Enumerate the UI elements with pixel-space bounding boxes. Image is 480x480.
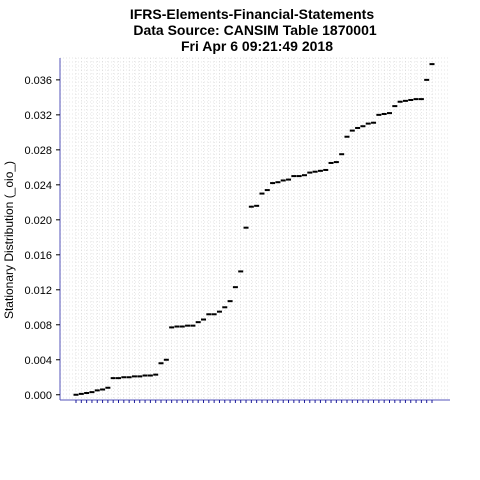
data-point [333,161,339,164]
data-point [344,135,350,138]
data-point [142,374,148,377]
y-tick-label: 0.000 [24,390,52,402]
y-tick-label: 0.012 [24,285,52,297]
data-point [211,313,217,316]
data-point [227,300,233,303]
data-point [355,126,361,129]
data-point [131,375,137,378]
data-point [232,286,238,289]
data-point [116,377,122,380]
data-point [78,392,84,395]
data-point [397,100,403,103]
data-point [73,393,79,396]
y-tick-label: 0.016 [24,250,52,262]
data-point [147,374,153,377]
data-point [392,105,398,108]
data-point [121,376,127,379]
chart-subtitle-source: Data Source: CANSIM Table 1870001 [133,22,376,38]
data-point [259,192,265,195]
data-point [222,306,228,309]
y-tick-label: 0.008 [24,320,52,332]
data-point [201,318,207,321]
y-tick-label: 0.032 [24,110,52,122]
data-point [418,98,424,101]
data-point [376,113,382,116]
data-point [185,324,191,327]
data-point [349,129,355,132]
data-point [89,391,95,394]
point-layer [73,63,435,396]
data-point [179,325,185,328]
data-point [275,181,281,184]
data-point [110,377,116,380]
data-point [94,389,100,392]
data-point [386,112,392,115]
data-point [296,175,302,178]
y-tick-label: 0.004 [24,355,52,367]
data-point [291,175,297,178]
data-point [317,169,323,172]
chart-title: IFRS-Elements-Financial-Statements [130,6,374,22]
data-point [105,386,111,389]
x-tick-layer [75,400,433,403]
y-tick-label: 0.028 [24,145,52,157]
data-point [84,392,90,395]
data-point [307,171,313,174]
data-point [190,324,196,327]
grid-layer [60,57,450,400]
data-point [365,122,371,125]
y-tick-label: 0.020 [24,215,52,227]
data-point [280,179,286,182]
y-axis-label: Stationary Distribution (_oio_) [2,161,16,319]
y-tick-layer: 0.000 0.004 0.008 0.012 0.016 0.020 0.024 0.028… [24,75,60,402]
data-point [206,313,212,316]
data-point [312,170,318,173]
data-point [169,326,175,329]
data-point [328,161,334,164]
data-point [158,362,164,365]
data-point [429,63,435,66]
data-point [408,98,414,101]
data-point [248,205,254,208]
data-point [137,375,143,378]
data-point [216,310,222,313]
data-point [301,174,307,177]
data-point [243,226,249,229]
data-point [381,112,387,115]
data-point [339,153,345,156]
data-point [371,121,377,124]
y-tick-label: 0.036 [24,75,52,87]
data-point [323,168,329,171]
chart-subtitle-date: Fri Apr 6 09:21:49 2018 [181,38,333,54]
data-point [264,189,270,192]
data-point [424,78,430,81]
data-point [126,376,132,379]
data-point [195,321,201,324]
data-point [413,98,419,101]
data-point [153,373,159,376]
data-point [254,204,260,207]
data-point [174,325,180,328]
data-point [163,358,169,361]
data-point [360,125,366,128]
data-point [286,178,292,181]
y-tick-label: 0.024 [24,180,52,192]
data-point [402,99,408,102]
data-point [100,388,106,391]
data-point [270,182,276,185]
data-point [238,270,244,273]
